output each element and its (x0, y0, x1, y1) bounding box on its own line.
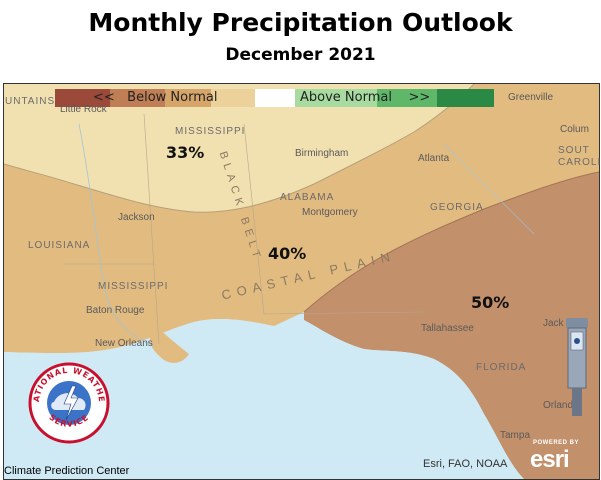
label-jackson: Jackson (118, 212, 155, 223)
zone-southeast (304, 172, 599, 479)
legend-bar (55, 89, 494, 107)
boundary-north (4, 84, 475, 213)
boundary-southeast (303, 171, 599, 313)
label-mississippi-top: MISSISSIPPI (175, 126, 246, 137)
probability-north: 33% (166, 143, 205, 162)
probability-central: 40% (268, 244, 307, 263)
rain-gauge-icon (562, 318, 592, 423)
legend-below-normal: << Below Normal (93, 90, 218, 105)
delta (149, 324, 189, 363)
label-birmingham: Birmingham (295, 148, 349, 159)
label-georgia: GEORGIA (430, 202, 484, 213)
label-new-orleans: New Orleans (95, 338, 153, 349)
label-tallahassee: Tallahassee (421, 323, 474, 334)
label-greenville: Greenville (508, 92, 554, 103)
legend-swatch-6 (377, 89, 437, 107)
legend-swatch-2 (110, 89, 165, 107)
label-orlando: Orlando (543, 400, 579, 411)
label-columbia: Colum (560, 124, 589, 135)
map-title: Monthly Precipitation Outlook (88, 8, 513, 37)
label-mountains: UNTAINS (5, 96, 56, 107)
label-montgomery: Montgomery (302, 207, 358, 218)
legend-swatch-3 (165, 89, 211, 107)
esri-logo[interactable]: esri (530, 446, 570, 473)
gulf-coast (4, 319, 524, 479)
river-mississippi (78, 123, 155, 347)
esri-powered-by: POWERED BY (533, 440, 580, 446)
label-louisiana: LOUISIANA (28, 240, 91, 251)
legend-swatch-5 (295, 89, 377, 107)
label-tampa: Tampa (500, 430, 531, 441)
label-baton-rouge: Baton Rouge (86, 305, 145, 316)
legend-swatch-4 (211, 89, 255, 107)
nws-logo: NATIONAL WEATHER SERVICE (24, 355, 110, 449)
legend-swatch-1 (55, 89, 110, 107)
river-savannah (443, 143, 535, 235)
probability-southeast: 50% (471, 293, 510, 312)
state-line-ms-al (143, 113, 160, 345)
legend-above-normal: Above Normal >> (300, 90, 431, 105)
map-subtitle: December 2021 (225, 45, 376, 65)
credit-attribution: Esri, FAO, NOAA (423, 458, 508, 470)
label-south-carolina-2: CAROLI (558, 157, 601, 168)
label-alabama: ALABAMA (280, 192, 335, 203)
label-atlanta: Atlanta (418, 153, 450, 164)
legend-swatch-normal (255, 89, 295, 107)
legend-swatch-7 (437, 89, 494, 107)
credit-cpc: Climate Prediction Center (4, 465, 130, 477)
label-jacksonville: Jack (543, 318, 564, 329)
label-florida: FLORIDA (476, 362, 527, 373)
label-little-rock: Little Rock (60, 104, 107, 115)
label-south-carolina-1: SOUT (558, 145, 590, 156)
label-mississippi: MISSISSIPPI (98, 281, 169, 292)
state-line-fl (263, 311, 425, 315)
state-line-al-ga (243, 123, 265, 315)
florida-peninsula (484, 314, 599, 479)
zone-north (4, 84, 474, 213)
